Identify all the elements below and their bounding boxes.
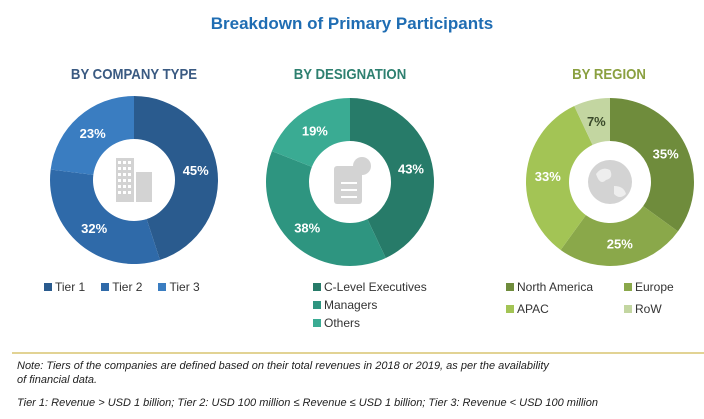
- legend-label: Managers: [324, 298, 378, 312]
- data-label: 43%: [398, 161, 424, 176]
- donut-slice-c-level-executives: [350, 98, 435, 259]
- legend-swatch: [506, 283, 514, 291]
- donut-charts: 45% 32% 23% 43% 38% 19% 35% 25% 33% 7%: [49, 96, 694, 267]
- data-label: 38%: [294, 221, 320, 236]
- company-type-legend: Tier 1 Tier 2 Tier 3: [44, 278, 216, 296]
- legend-swatch: [624, 283, 632, 291]
- donut-slice-tier-3: [50, 96, 134, 175]
- donut-slice-tier-1: [134, 96, 218, 260]
- note-line-3: Tier 1: Revenue > USD 1 billion; Tier 2:…: [17, 397, 598, 409]
- data-label: 23%: [80, 126, 106, 141]
- document-icon: [334, 157, 371, 204]
- legend-item: North America: [506, 278, 624, 296]
- designation-title: BY DESIGNATION: [293, 66, 407, 83]
- data-label: 7%: [587, 114, 606, 129]
- donut-slice-tier-2: [49, 169, 160, 264]
- chart-title: Breakdown of Primary Participants: [210, 14, 494, 33]
- data-label: 33%: [535, 169, 561, 184]
- data-label: 25%: [607, 237, 633, 252]
- divider: [12, 352, 704, 354]
- donut-slice-managers: [266, 151, 386, 266]
- company-type-title: BY COMPANY TYPE: [70, 66, 198, 83]
- legend-label: Others: [324, 316, 361, 330]
- legend-swatch: [506, 305, 514, 313]
- donut-slice-europe: [560, 206, 678, 267]
- legend-item: Tier 2: [101, 278, 142, 296]
- donut-slice-others: [271, 98, 350, 167]
- data-label: 19%: [302, 123, 328, 138]
- region-title: BY REGION: [572, 66, 646, 83]
- donut-slice-north-america: [610, 98, 694, 232]
- data-label: 35%: [653, 147, 679, 162]
- building-icon: [116, 158, 152, 202]
- globe-icon: [588, 160, 632, 204]
- legend-label: C-Level Executives: [324, 280, 427, 294]
- legend-label: Tier 3: [169, 280, 200, 294]
- legend-swatch: [158, 283, 167, 291]
- legend-item: C-Level Executives: [313, 278, 447, 296]
- legend-label: APAC: [517, 302, 549, 316]
- legend-label: RoW: [635, 302, 662, 316]
- data-label: 45%: [183, 163, 209, 178]
- legend-swatch: [313, 301, 321, 309]
- legend-item: RoW: [624, 300, 694, 318]
- legend-swatch: [313, 283, 321, 291]
- legend-swatch: [101, 283, 110, 291]
- data-label: 32%: [81, 221, 107, 236]
- legend-item: Europe: [624, 278, 694, 296]
- legend-item: Managers: [313, 296, 447, 314]
- region-legend: North America Europe APAC RoW: [506, 278, 704, 322]
- legend-swatch: [624, 305, 632, 313]
- legend-item: Others: [313, 314, 447, 332]
- donut-slice-apac: [526, 105, 593, 250]
- legend-label: Tier 1: [55, 280, 86, 294]
- donut-slice-row: [574, 98, 610, 145]
- note-line-2: of financial data.: [17, 374, 98, 386]
- legend-item: Tier 1: [44, 278, 85, 296]
- legend-label: North America: [517, 280, 594, 294]
- legend-item: Tier 3: [158, 278, 200, 296]
- designation-legend: C-Level Executives Managers Others: [313, 278, 463, 332]
- legend-label: Europe: [635, 280, 674, 294]
- note-line-1: Note: Tiers of the companies are defined…: [17, 360, 549, 372]
- legend-swatch: [313, 319, 321, 327]
- legend-swatch: [44, 283, 52, 291]
- legend-label: Tier 2: [112, 280, 143, 294]
- legend-item: APAC: [506, 300, 624, 318]
